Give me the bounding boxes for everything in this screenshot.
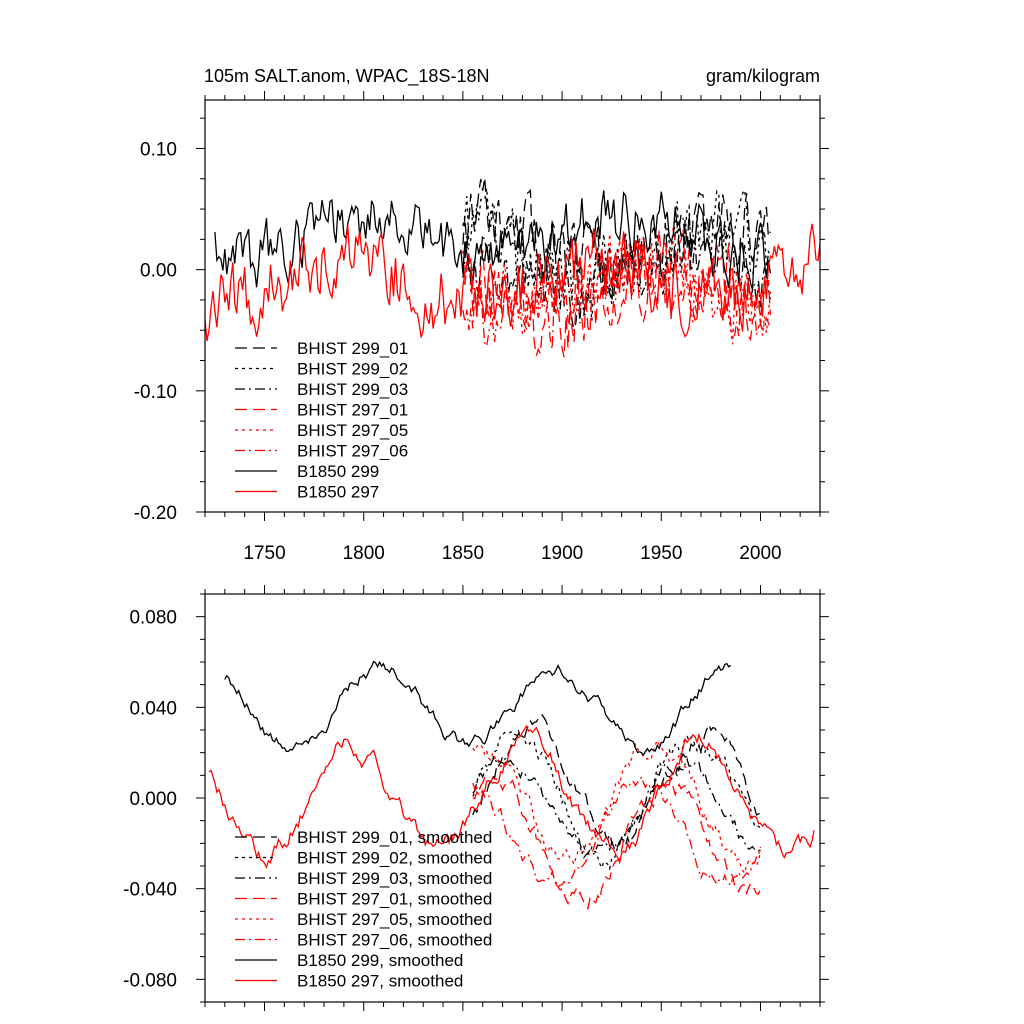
- series-line-bottom-1: [472, 729, 761, 871]
- y-tick-label: 0.000: [129, 789, 177, 810]
- legend-label: BHIST 297_06: [297, 442, 408, 461]
- series-line-bottom-5: [472, 775, 762, 889]
- top-ticks-layer: 1750 1800 1850 1900 1950 2000 0.10 0.00 -0.10 -0.…: [134, 91, 829, 564]
- top-title: 105m SALT.anom, WPAC_18S-18N: [204, 66, 489, 87]
- x-tick-label: 1850: [442, 543, 484, 564]
- series-line-bottom-3: [472, 776, 762, 911]
- legend-label: BHIST 297_06, smoothed: [297, 931, 492, 950]
- series-line-top-0: [462, 177, 772, 297]
- x-tick-label: 2000: [739, 543, 781, 564]
- y-tick-label: 0.00: [140, 261, 177, 282]
- series-line-bottom-6: [224, 660, 732, 757]
- bottom-plot-frame: [204, 593, 821, 1003]
- y-tick-label: 0.080: [129, 608, 177, 629]
- x-tick-label: 1900: [541, 543, 583, 564]
- legend-label: BHIST 299_02, smoothed: [297, 849, 492, 868]
- legend-label: BHIST 297_05, smoothed: [297, 910, 492, 929]
- top-series-layer: [204, 177, 821, 358]
- y-tick-label: -0.040: [123, 880, 177, 901]
- series-line-top-2: [462, 212, 771, 331]
- legend-label: B1850 299: [297, 462, 379, 481]
- x-tick-label: 1750: [243, 543, 285, 564]
- y-tick-label: -0.20: [134, 503, 177, 524]
- series-line-bottom-4: [472, 738, 762, 875]
- bottom-series-layer: [208, 660, 815, 911]
- legend-label: B1850 297, smoothed: [297, 972, 463, 991]
- x-tick-label: 1800: [343, 543, 385, 564]
- y-tick-label: -0.10: [134, 382, 177, 403]
- y-tick-label: -0.080: [123, 970, 177, 991]
- bottom-panel: 0.080 0.040 0.000 -0.040 -0.080 BHIST 299_01…: [123, 585, 829, 1011]
- y-tick-label: 0.10: [140, 139, 177, 160]
- top-panel: 105m SALT.anom, WPAC_18S-18N gram/kilogr…: [134, 66, 829, 564]
- series-line-top-7: [204, 223, 821, 342]
- series-line-bottom-0: [472, 714, 761, 853]
- legend-label: B1850 299, smoothed: [297, 951, 463, 970]
- y-tick-label: 0.040: [129, 698, 177, 719]
- series-line-bottom-2: [472, 755, 761, 860]
- legend-label: BHIST 299_03: [297, 380, 408, 399]
- legend-label: BHIST 299_01, smoothed: [297, 828, 492, 847]
- legend-label: BHIST 299_03, smoothed: [297, 869, 492, 888]
- legend-label: BHIST 299_01: [297, 339, 408, 358]
- top-plot-frame: [204, 99, 821, 513]
- bottom-legend: BHIST 299_01, smoothed BHIST 299_02, smoo…: [235, 828, 492, 991]
- legend-label: BHIST 297_01: [297, 401, 408, 420]
- legend-label: BHIST 297_01, smoothed: [297, 890, 492, 909]
- series-line-top-6: [214, 190, 772, 290]
- legend-label: BHIST 299_02: [297, 360, 408, 379]
- bottom-ticks-layer: 0.080 0.040 0.000 -0.040 -0.080: [123, 585, 829, 1011]
- legend-label: B1850 297: [297, 483, 379, 502]
- top-units: gram/kilogram: [706, 66, 820, 86]
- x-tick-label: 1950: [640, 543, 682, 564]
- legend-label: BHIST 297_05: [297, 421, 408, 440]
- series-line-bottom-7: [208, 724, 815, 870]
